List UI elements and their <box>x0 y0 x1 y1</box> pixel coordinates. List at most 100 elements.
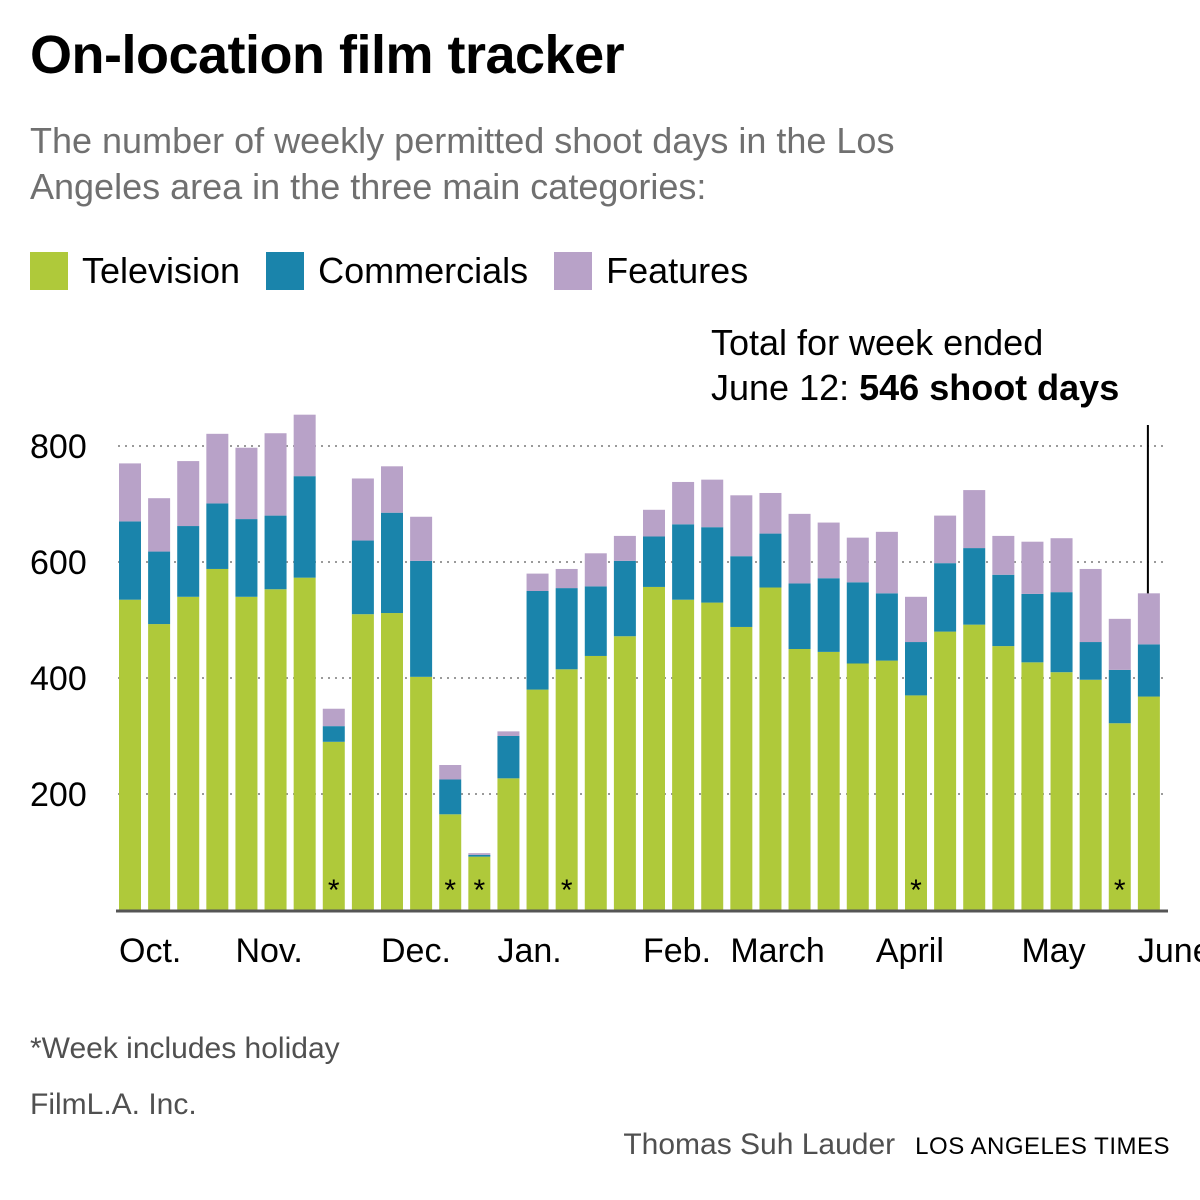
x-month-label-april: April <box>876 932 944 970</box>
bar-commercials-18 <box>643 536 665 587</box>
total-annotation: Total for week ended June 12: 546 shoot … <box>711 322 1149 594</box>
bar-television-12 <box>468 856 491 910</box>
bar-features-8 <box>351 478 374 541</box>
bar-television-22 <box>759 587 782 910</box>
bar-television-5 <box>264 589 287 910</box>
bar-commercials-26 <box>875 593 898 661</box>
bar-commercials-19 <box>672 524 695 600</box>
holiday-marker-7: * <box>328 874 340 907</box>
bar-features-22 <box>759 492 782 534</box>
bar-features-9 <box>381 466 403 513</box>
bar-features-29 <box>963 490 986 549</box>
bar-television-14 <box>526 689 549 910</box>
bar-television-32 <box>1050 672 1073 910</box>
bar-features-12 <box>468 853 491 855</box>
bar-television-31 <box>1021 662 1044 910</box>
legend-item-television: Television <box>30 250 240 292</box>
bar-features-10 <box>410 516 433 561</box>
bar-features-34 <box>1108 618 1131 670</box>
bar-commercials-0 <box>119 521 141 600</box>
bar-features-2 <box>177 461 200 527</box>
bar-commercials-35 <box>1137 644 1160 697</box>
bar-features-24 <box>817 522 840 579</box>
bar-television-26 <box>875 660 898 910</box>
bar-television-17 <box>613 636 636 910</box>
bar-television-25 <box>846 663 869 910</box>
x-month-label-may: May <box>1021 932 1085 970</box>
y-tick-label-400: 400 <box>30 660 87 698</box>
bar-features-5 <box>264 433 287 516</box>
bar-features-19 <box>672 481 695 525</box>
bar-commercials-13 <box>497 736 520 779</box>
bar-features-35 <box>1137 593 1160 645</box>
holiday-marker-11: * <box>444 874 456 907</box>
legend-swatch-features <box>554 252 593 290</box>
x-month-label-june: June <box>1138 932 1200 970</box>
bar-features-1 <box>148 498 171 552</box>
bar-commercials-2 <box>177 526 200 597</box>
holiday-marker-12: * <box>473 874 485 907</box>
bar-commercials-31 <box>1021 593 1044 663</box>
bar-features-31 <box>1021 541 1044 594</box>
bar-television-7 <box>322 741 345 910</box>
bar-features-20 <box>701 479 724 528</box>
bar-features-17 <box>613 535 636 561</box>
bar-features-11 <box>439 765 462 780</box>
bar-television-29 <box>963 624 986 910</box>
bar-commercials-8 <box>351 540 374 615</box>
bar-features-16 <box>584 553 607 587</box>
footnote: *Week includes holiday <box>30 1032 340 1065</box>
bar-features-27 <box>905 596 927 643</box>
credit: Thomas Suh Lauder LOS ANGELES TIMES <box>623 1128 1170 1162</box>
bar-television-24 <box>817 651 840 910</box>
bar-features-18 <box>643 509 665 537</box>
bar-commercials-33 <box>1079 642 1102 680</box>
credit-brand: LOS ANGELES TIMES <box>915 1133 1170 1160</box>
bar-commercials-17 <box>613 560 636 637</box>
bar-television-13 <box>497 778 520 910</box>
holiday-marker-27: * <box>910 874 922 907</box>
x-month-label-feb: Feb. <box>643 932 711 970</box>
bar-television-23 <box>788 649 811 910</box>
bar-commercials-20 <box>701 527 724 603</box>
legend-swatch-commercials <box>266 252 305 290</box>
gridlines: 200 400 600 800 <box>30 428 1166 814</box>
bar-features-14 <box>526 573 549 591</box>
bar-commercials-23 <box>788 583 811 649</box>
bar-commercials-30 <box>992 574 1015 647</box>
y-tick-label-200: 200 <box>30 776 87 814</box>
bar-features-0 <box>119 463 141 522</box>
bar-commercials-5 <box>264 515 287 590</box>
bar-television-33 <box>1079 679 1102 910</box>
bar-television-11 <box>439 814 462 910</box>
bar-commercials-34 <box>1108 669 1131 724</box>
bars <box>119 414 1160 910</box>
stacked-bar-chart: 200 400 600 800 * * * * * * Oct. Nov. Dec. Jan. Feb.… <box>30 322 1200 970</box>
source: FilmL.A. Inc. <box>30 1088 197 1121</box>
bar-features-4 <box>235 447 258 520</box>
legend-item-features: Features <box>554 250 748 292</box>
bar-television-27 <box>905 695 927 910</box>
bar-commercials-9 <box>381 512 403 614</box>
bar-television-8 <box>351 614 374 910</box>
bar-features-26 <box>875 531 898 594</box>
bar-features-7 <box>322 708 345 727</box>
bar-commercials-25 <box>846 582 869 664</box>
legend-label-features: Features <box>606 250 749 291</box>
bar-television-18 <box>643 586 665 910</box>
x-month-label-dec: Dec. <box>381 932 451 970</box>
y-tick-label-800: 800 <box>30 428 87 466</box>
bar-features-13 <box>497 731 520 736</box>
axes: Oct. Nov. Dec. Jan. Feb. March April May June <box>116 909 1200 970</box>
legend-item-commercials: Commercials <box>266 250 528 292</box>
bar-commercials-1 <box>148 551 171 625</box>
credit-name: Thomas Suh Lauder <box>623 1128 896 1161</box>
bar-television-3 <box>206 568 229 910</box>
bar-television-35 <box>1137 696 1160 910</box>
chart-subtitle: The number of weekly permitted shoot day… <box>30 120 895 207</box>
holiday-markers: * * * * * * <box>328 874 1126 907</box>
bar-commercials-6 <box>293 476 316 578</box>
bar-features-3 <box>206 433 229 504</box>
x-month-label-march: March <box>730 932 824 970</box>
bar-commercials-29 <box>963 548 986 625</box>
